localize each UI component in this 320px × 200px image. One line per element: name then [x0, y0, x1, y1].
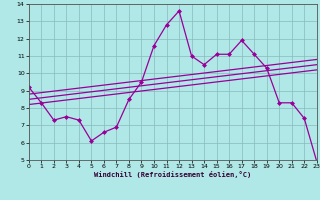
X-axis label: Windchill (Refroidissement éolien,°C): Windchill (Refroidissement éolien,°C)	[94, 171, 252, 178]
